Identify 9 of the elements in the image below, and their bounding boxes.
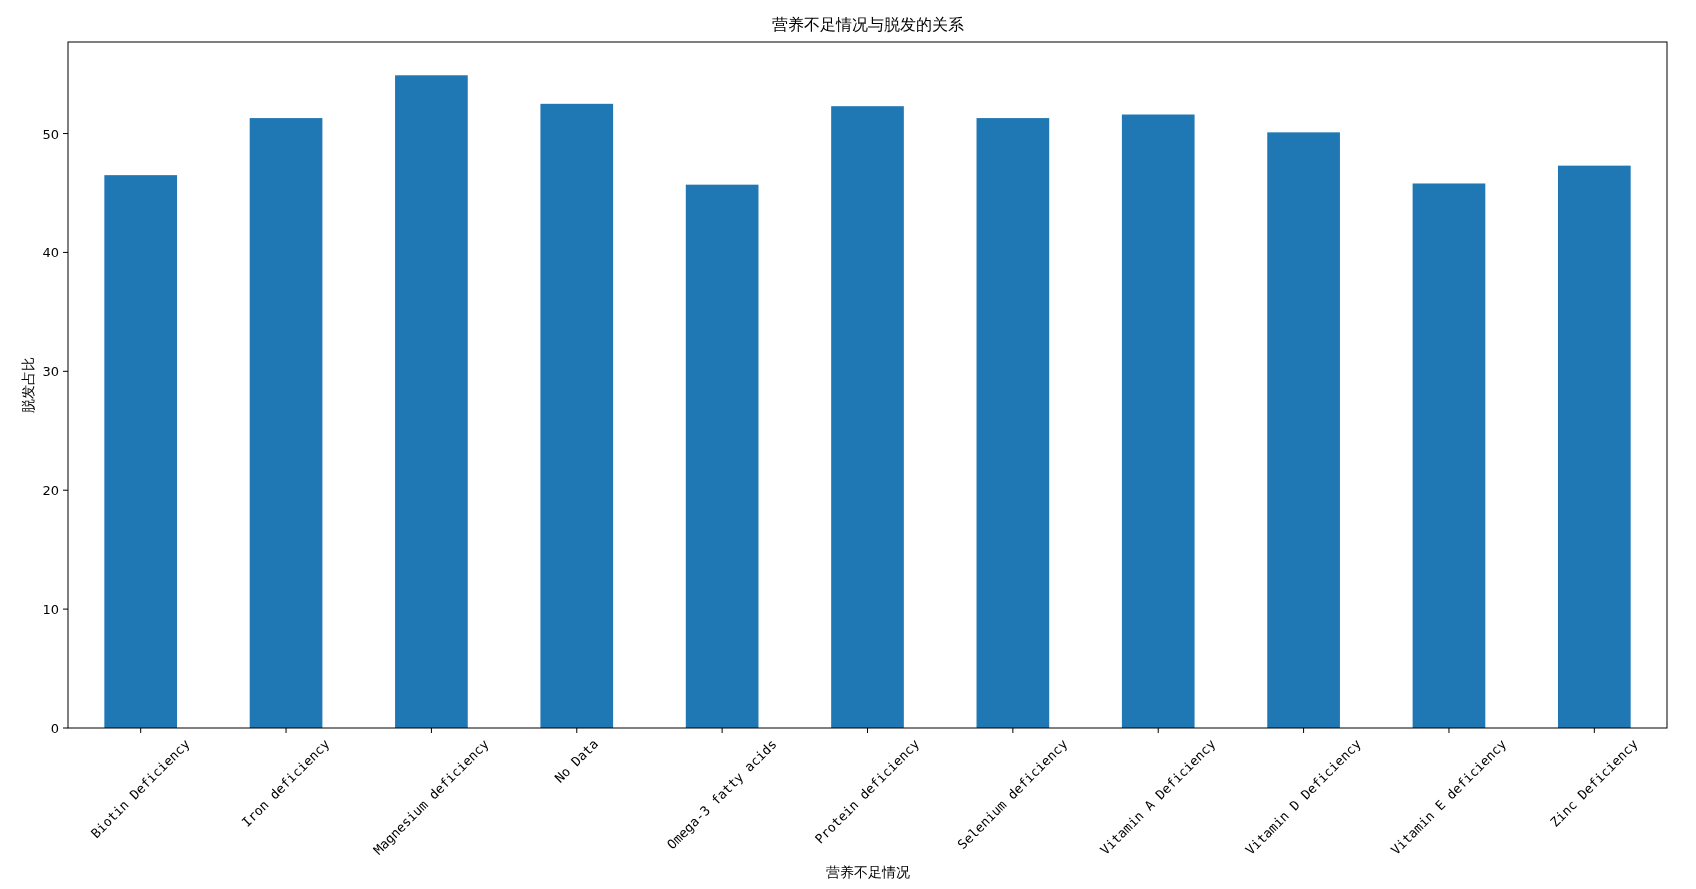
y-tick-label: 40 bbox=[42, 245, 59, 261]
y-tick-label: 0 bbox=[50, 721, 59, 736]
y-tick-label: 20 bbox=[42, 483, 59, 499]
y-axis-title: 脱发占比 bbox=[20, 357, 36, 413]
y-tick-label: 50 bbox=[42, 126, 59, 142]
y-tick-label: 30 bbox=[42, 364, 59, 380]
y-tick-label: 10 bbox=[42, 602, 59, 618]
x-axis-title: 营养不足情况 bbox=[825, 864, 910, 880]
chart-title: 营养不足情况与脱发的关系 bbox=[771, 15, 964, 34]
